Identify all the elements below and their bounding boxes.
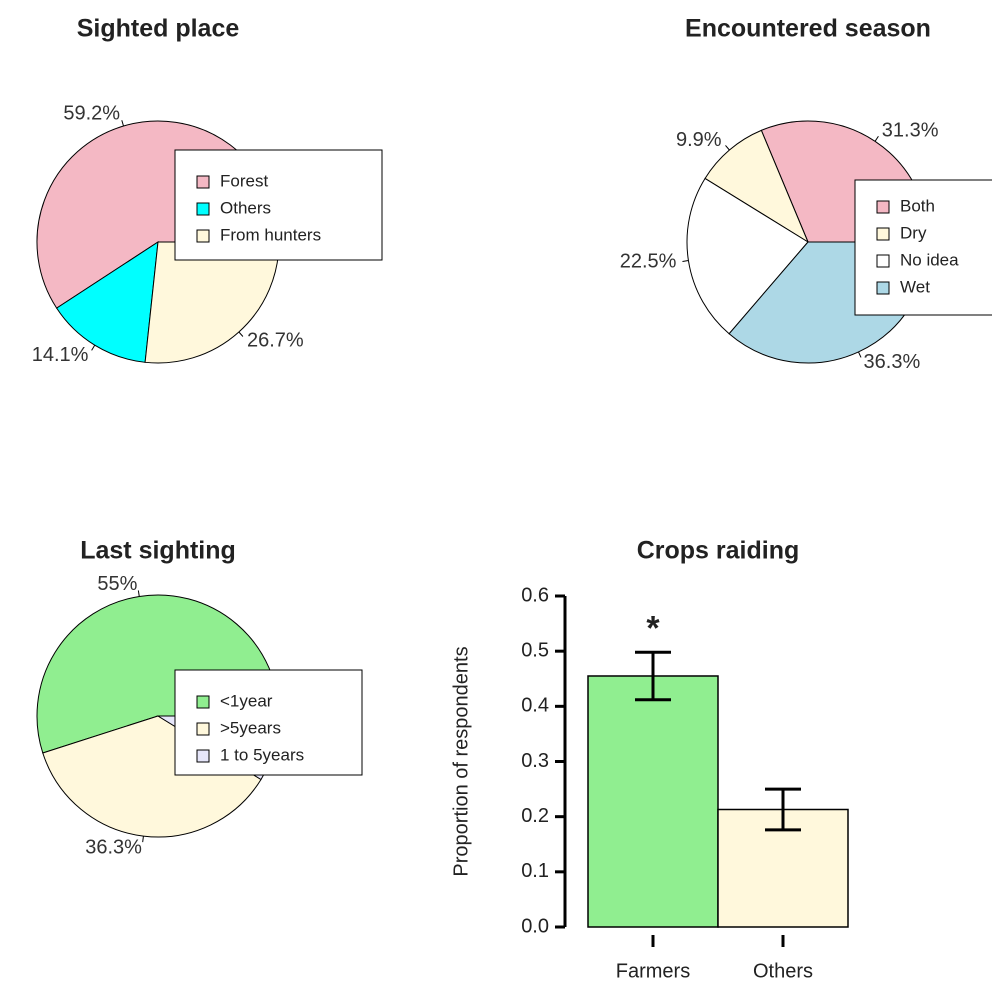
legend-label: From hunters — [220, 225, 321, 244]
value-label: 22.5% — [620, 251, 677, 273]
value-label: 36.3% — [85, 836, 142, 858]
value-label: 59.2% — [63, 103, 120, 125]
legend-swatch — [196, 695, 210, 709]
label-leader — [238, 331, 244, 337]
chart-title: Encountered season — [685, 15, 931, 43]
chart-title: Sighted place — [77, 15, 240, 43]
legend-swatch — [876, 227, 890, 241]
legend-swatch — [196, 175, 210, 189]
pie-slice — [55, 241, 159, 363]
x-tick-label: Others — [753, 960, 813, 982]
legend-label: Others — [220, 198, 271, 217]
value-label: 26.7% — [247, 329, 304, 351]
y-tick-label: 0.0 — [521, 915, 549, 937]
legend-label: >5years — [220, 718, 281, 737]
legend-swatch — [876, 200, 890, 214]
legend-swatch — [196, 229, 210, 243]
y-tick-label: 0.1 — [521, 860, 549, 882]
bar — [587, 675, 719, 928]
legend-swatch — [196, 202, 210, 216]
label-leader — [121, 120, 124, 127]
label-leader — [874, 135, 879, 142]
label-leader — [91, 344, 96, 351]
y-tick-label: 0.4 — [521, 695, 549, 717]
pie-slice — [686, 177, 809, 335]
label-leader — [725, 145, 730, 151]
legend-label: Both — [900, 196, 935, 215]
x-tick-label: Farmers — [616, 960, 690, 982]
y-tick-label: 0.2 — [521, 805, 549, 827]
value-label: 31.3% — [882, 119, 939, 141]
pie-slice — [704, 129, 810, 244]
chart-title: Last sighting — [80, 537, 236, 565]
label-leader — [137, 590, 140, 597]
value-label: 9.9% — [676, 129, 722, 151]
chart-title: Crops raiding — [637, 537, 800, 565]
legend-label: Wet — [900, 277, 930, 296]
error-bar — [635, 650, 671, 702]
pie-slice — [144, 241, 280, 364]
label-leader — [858, 351, 862, 358]
value-label: 55% — [97, 573, 137, 595]
y-axis-label: Proportion of respondents — [450, 646, 472, 876]
legend-swatch — [196, 749, 210, 763]
value-label: 36.3% — [864, 351, 921, 373]
y-tick-label: 0.5 — [521, 639, 549, 661]
y-tick-label: 0.6 — [521, 584, 549, 606]
legend-label: No idea — [900, 250, 959, 269]
value-label: 14.1% — [32, 344, 89, 366]
legend-label: 1 to 5years — [220, 745, 304, 764]
legend-label: <1year — [220, 691, 273, 710]
legend-label: Dry — [900, 223, 927, 242]
error-bar — [765, 787, 801, 832]
legend-swatch — [876, 254, 890, 268]
legend-label: Forest — [220, 171, 268, 190]
legend-swatch — [196, 722, 210, 736]
legend-swatch — [876, 281, 890, 295]
label-leader — [682, 260, 689, 262]
y-tick-label: 0.3 — [521, 750, 549, 772]
label-leader — [142, 836, 144, 843]
significance-marker: * — [646, 609, 660, 647]
